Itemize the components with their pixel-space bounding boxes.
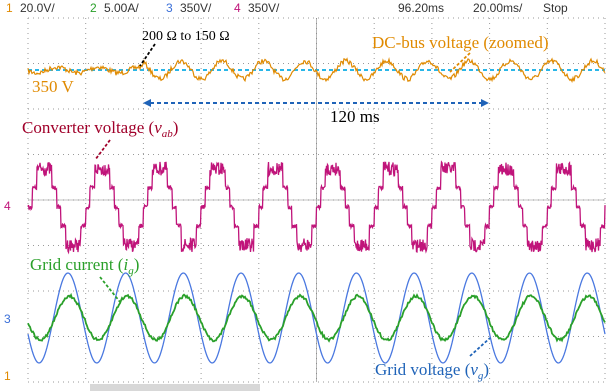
channel-marker: 3 [4, 312, 11, 326]
oscilloscope-screen: 1 20.0V/ 2 5.00A/ 3 350V/ 4 350V/ 96.20m… [0, 0, 611, 391]
ch-scale: 350V/ [248, 1, 280, 15]
ch-scale: 20.0V/ [20, 1, 55, 15]
channel-marker: 4 [4, 199, 11, 213]
ch-num: 4 [234, 1, 241, 15]
ch-num: 2 [90, 1, 97, 15]
status: Stop [543, 1, 568, 15]
converter-label: Converter voltage (vab) [22, 118, 178, 140]
voltage-label: Grid voltage (vg) [375, 360, 489, 382]
channel-marker: 1 [4, 369, 11, 383]
label-text: ) [134, 255, 140, 274]
current-label: Grid current (ig) [30, 255, 139, 277]
time-scale: 20.00ms/ [473, 1, 523, 15]
label-text: Grid voltage ( [375, 360, 471, 379]
ch-scale: 5.00A/ [104, 1, 139, 15]
scroll-bar [90, 384, 260, 391]
label-text: ) [483, 360, 489, 379]
label-text: ) [173, 118, 179, 137]
load-step-label: 200 Ω to 150 Ω [142, 29, 230, 44]
label-text: Converter voltage ( [22, 118, 155, 137]
ch-scale: 350V/ [180, 1, 212, 15]
dc-bus-label: DC-bus voltage (zoomed) [372, 33, 549, 52]
dc-level-label: 350 V [32, 77, 74, 96]
page: 1 20.0V/ 2 5.00A/ 3 350V/ 4 350V/ 96.20m… [0, 0, 611, 391]
time-position: 96.20ms [398, 1, 444, 15]
ch-num: 3 [166, 1, 173, 15]
label-sub: ab [162, 128, 174, 140]
label-text: Grid current ( [30, 255, 124, 274]
ch-num: 1 [6, 1, 13, 15]
period-label: 120 ms [330, 107, 380, 126]
